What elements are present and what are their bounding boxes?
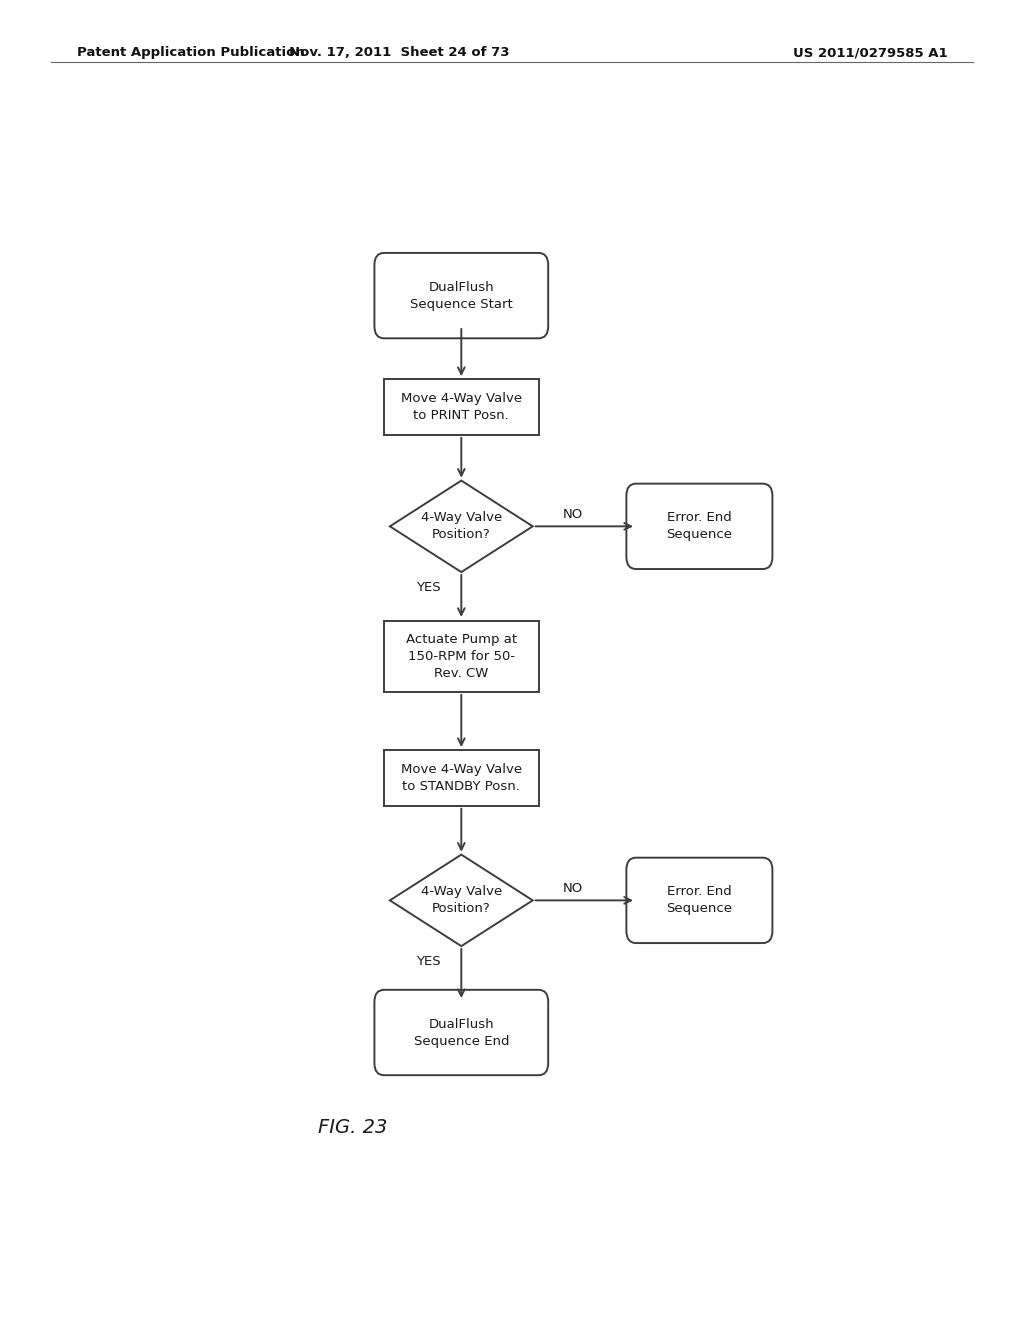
Text: Patent Application Publication: Patent Application Publication <box>77 46 304 59</box>
Text: DualFlush
Sequence Start: DualFlush Sequence Start <box>410 281 513 310</box>
Polygon shape <box>390 854 532 946</box>
Text: 4-Way Valve
Position?: 4-Way Valve Position? <box>421 511 502 541</box>
Text: YES: YES <box>416 954 440 968</box>
Text: NO: NO <box>562 508 583 520</box>
FancyBboxPatch shape <box>375 990 548 1076</box>
Text: Move 4-Way Valve
to STANDBY Posn.: Move 4-Way Valve to STANDBY Posn. <box>400 763 522 793</box>
Bar <box>384 379 539 436</box>
Text: US 2011/0279585 A1: US 2011/0279585 A1 <box>793 46 948 59</box>
FancyBboxPatch shape <box>627 858 772 942</box>
Text: Move 4-Way Valve
to PRINT Posn.: Move 4-Way Valve to PRINT Posn. <box>400 392 522 422</box>
Text: YES: YES <box>416 581 440 594</box>
FancyBboxPatch shape <box>375 253 548 338</box>
Text: 4-Way Valve
Position?: 4-Way Valve Position? <box>421 886 502 915</box>
FancyBboxPatch shape <box>627 483 772 569</box>
Text: Actuate Pump at
150-RPM for 50-
Rev. CW: Actuate Pump at 150-RPM for 50- Rev. CW <box>406 632 517 680</box>
Text: Nov. 17, 2011  Sheet 24 of 73: Nov. 17, 2011 Sheet 24 of 73 <box>289 46 510 59</box>
Text: Error. End
Sequence: Error. End Sequence <box>667 886 732 915</box>
Text: DualFlush
Sequence End: DualFlush Sequence End <box>414 1018 509 1048</box>
Bar <box>384 751 539 807</box>
Polygon shape <box>390 480 532 572</box>
Text: FIG. 23: FIG. 23 <box>318 1118 388 1137</box>
Text: NO: NO <box>562 882 583 895</box>
Text: Error. End
Sequence: Error. End Sequence <box>667 511 732 541</box>
Bar <box>384 620 539 692</box>
